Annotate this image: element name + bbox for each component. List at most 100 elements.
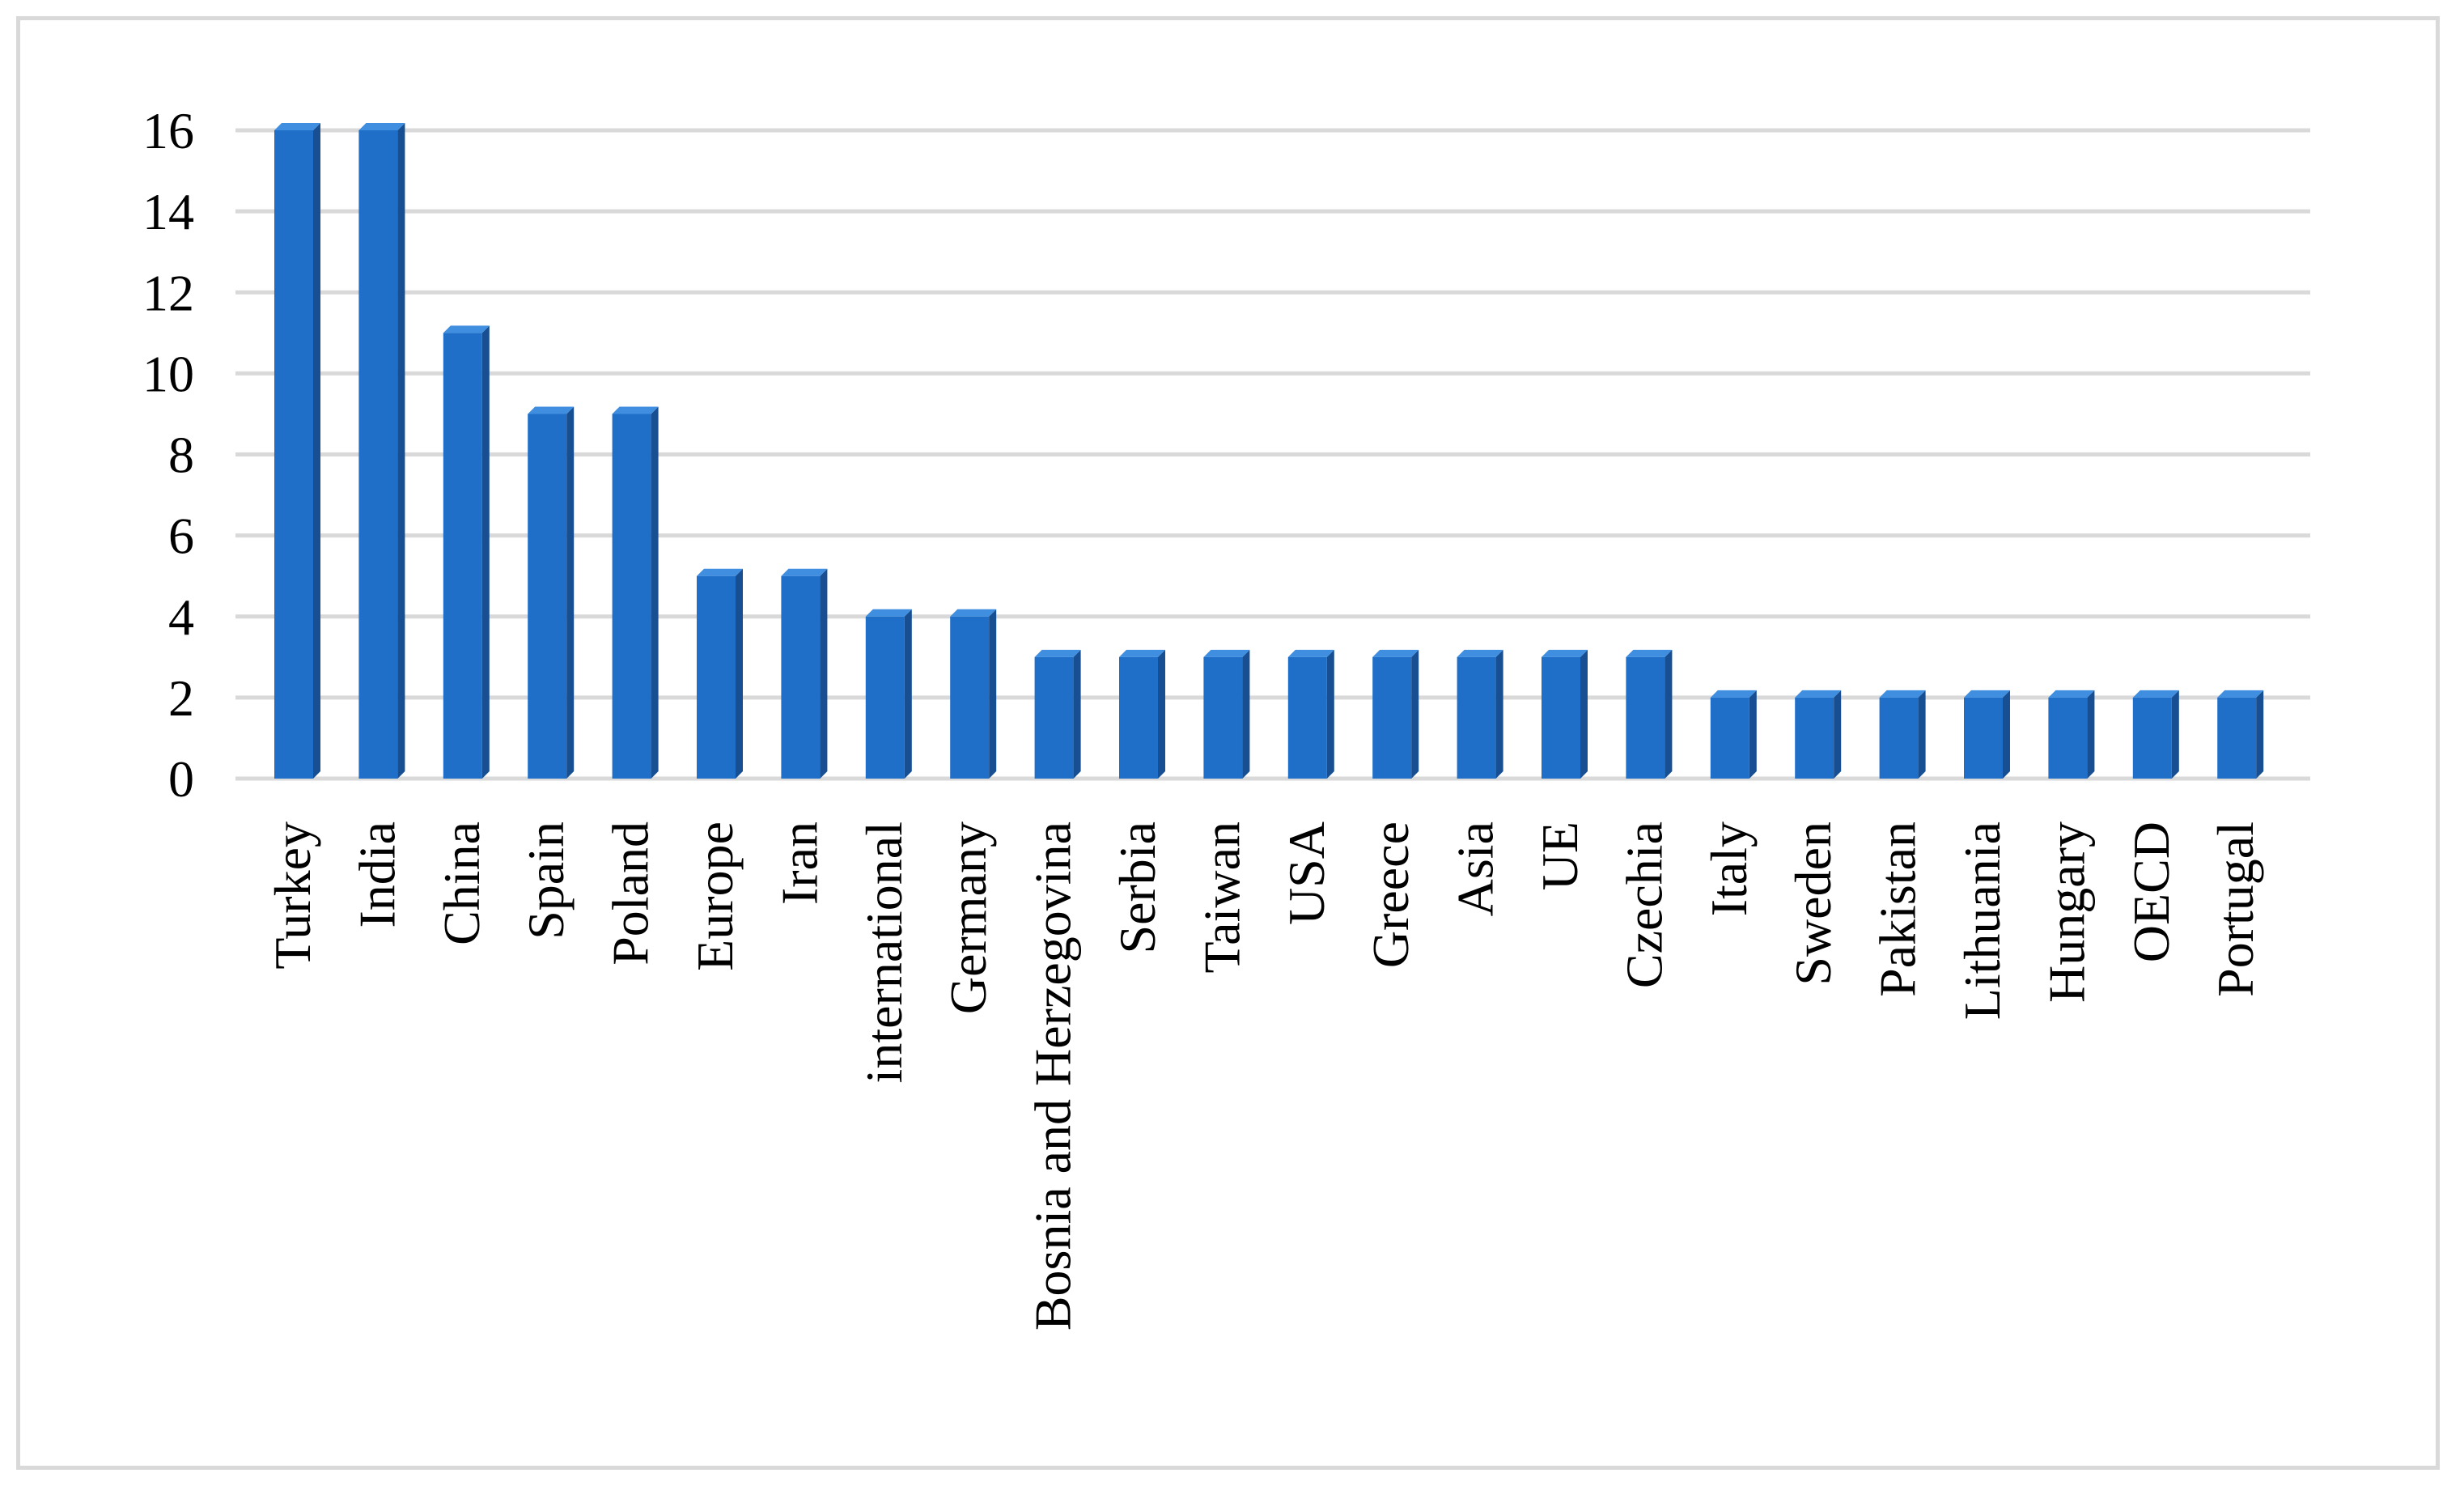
bar-pakistan — [1879, 690, 1926, 779]
bar-side-pakistan — [1918, 690, 1926, 779]
bar-front-sweden — [1795, 697, 1834, 779]
bar-side-lithuania — [2003, 690, 2010, 779]
bar-side-poland — [651, 406, 659, 779]
bar-ue — [1542, 649, 1588, 779]
bar-front-turkey — [274, 130, 313, 779]
bar-asia — [1457, 649, 1503, 779]
bar-side-italy — [1749, 690, 1757, 779]
bar-sweden — [1795, 690, 1842, 779]
bar-serbia — [1119, 649, 1165, 779]
bar-china — [443, 325, 490, 779]
bar-portugal — [2217, 690, 2264, 779]
bar-turkey — [274, 123, 320, 779]
x-tick-label-hungary: Hungary — [2038, 821, 2095, 1003]
bar-top-pakistan — [1879, 690, 1926, 698]
bar-front-hungary — [2048, 697, 2088, 779]
bar-side-oecd — [2171, 690, 2179, 779]
bar-top-serbia — [1119, 649, 1165, 657]
bar-top-greece — [1372, 649, 1419, 657]
y-tick-label-14: 14 — [142, 183, 194, 240]
bar-front-germany — [950, 616, 990, 779]
bar-top-hungary — [2048, 690, 2095, 698]
bar-front-greece — [1372, 656, 1412, 779]
x-tick-label-ue: UE — [1531, 821, 1588, 890]
bar-front-oecd — [2132, 697, 2172, 779]
bar-hungary — [2048, 690, 2095, 779]
bar-top-czechia — [1626, 649, 1673, 657]
x-tick-label-portugal: Portugal — [2207, 821, 2264, 997]
x-tick-label-bosnia-and-herzegovina: Bosnia and Herzegovina — [1024, 821, 1082, 1331]
bar-front-lithuania — [1964, 697, 2003, 779]
bar-usa — [1287, 649, 1334, 779]
x-tick-label-poland: Poland — [602, 821, 659, 966]
x-tick-label-china: China — [433, 821, 490, 945]
y-axis-tick-labels: 0 2 4 6 8 10 12 14 16 — [142, 102, 194, 808]
bar-side-czechia — [1665, 649, 1673, 779]
bars — [274, 123, 2264, 779]
bar-side-asia — [1495, 649, 1503, 779]
chart-frame: 0 2 4 6 8 10 12 14 16 Turkey India China Spain Polan… — [16, 16, 2440, 1470]
x-tick-label-asia: Asia — [1447, 821, 1504, 916]
bar-top-turkey — [274, 123, 320, 130]
bar-side-hungary — [2087, 690, 2095, 779]
bar-side-portugal — [2256, 690, 2264, 779]
x-tick-label-spain: Spain — [517, 821, 575, 940]
bar-side-serbia — [1158, 649, 1165, 779]
bar-germany — [950, 609, 997, 779]
x-tick-label-sweden: Sweden — [1784, 821, 1842, 986]
bar-side-india — [397, 123, 405, 779]
x-tick-label-germany: Germany — [939, 821, 997, 1014]
bar-top-portugal — [2217, 690, 2264, 698]
y-tick-label-6: 6 — [168, 507, 194, 565]
bar-oecd — [2132, 690, 2179, 779]
bar-side-turkey — [313, 123, 320, 779]
bar-front-india — [358, 130, 398, 779]
bar-top-taiwan — [1203, 649, 1250, 657]
x-tick-label-india: India — [348, 821, 405, 928]
bar-side-taiwan — [1242, 649, 1250, 779]
bar-side-europe — [736, 568, 743, 779]
x-tick-label-turkey: Turkey — [264, 821, 321, 970]
y-tick-label-8: 8 — [168, 427, 194, 484]
bar-front-china — [443, 333, 482, 779]
y-tick-label-12: 12 — [142, 264, 194, 321]
grid-lines — [235, 128, 2310, 781]
bar-front-pakistan — [1879, 697, 1919, 779]
x-tick-label-serbia: Serbia — [1109, 821, 1166, 954]
bar-spain — [528, 406, 575, 779]
bar-front-spain — [528, 414, 567, 779]
bar-top-italy — [1710, 690, 1757, 698]
bar-italy — [1710, 690, 1757, 779]
bar-side-usa — [1326, 649, 1334, 779]
y-tick-label-2: 2 — [168, 669, 194, 727]
bar-top-sweden — [1795, 690, 1842, 698]
bar-chart: 0 2 4 6 8 10 12 14 16 Turkey India China Spain Polan… — [142, 102, 2310, 1331]
bar-top-oecd — [2132, 690, 2179, 698]
x-tick-label-greece: Greece — [1362, 821, 1419, 968]
bar-top-bosnia-and-herzegovina — [1034, 649, 1081, 657]
bar-top-international — [865, 609, 912, 617]
x-tick-label-pakistan: Pakistan — [1869, 821, 1927, 997]
bar-side-sweden — [1834, 690, 1842, 779]
x-axis-tick-labels: Turkey India China Spain Poland Europe Iran int… — [264, 821, 2264, 1331]
bar-india — [358, 123, 405, 779]
bar-side-china — [481, 325, 490, 779]
bar-lithuania — [1964, 690, 2010, 779]
x-tick-label-usa: USA — [1278, 821, 1335, 925]
bar-front-italy — [1710, 697, 1749, 779]
bar-top-india — [358, 123, 405, 130]
bar-international — [865, 609, 912, 779]
y-tick-label-4: 4 — [168, 588, 194, 646]
x-tick-label-oecd: OECD — [2123, 821, 2180, 962]
bar-bosnia-and-herzegovina — [1034, 649, 1081, 779]
x-tick-label-iran: Iran — [770, 821, 828, 905]
bar-top-lithuania — [1964, 690, 2010, 698]
y-tick-label-16: 16 — [142, 102, 194, 159]
y-tick-label-0: 0 — [168, 750, 194, 808]
x-tick-label-international: international — [855, 821, 913, 1083]
bar-poland — [612, 406, 659, 779]
bar-top-germany — [950, 609, 997, 617]
bar-top-asia — [1457, 649, 1503, 657]
bar-side-ue — [1580, 649, 1588, 779]
bar-front-portugal — [2217, 697, 2257, 779]
